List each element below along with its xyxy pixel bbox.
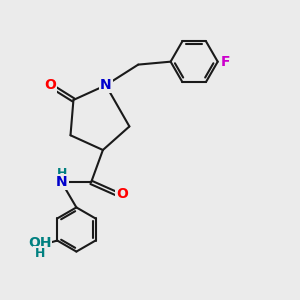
Text: H: H xyxy=(34,247,45,260)
Text: O: O xyxy=(116,187,128,201)
Text: N: N xyxy=(100,78,112,92)
Text: H: H xyxy=(56,167,67,180)
Text: OH: OH xyxy=(28,236,51,250)
Text: F: F xyxy=(221,55,231,69)
Text: N: N xyxy=(56,176,68,189)
Text: O: O xyxy=(44,78,56,92)
